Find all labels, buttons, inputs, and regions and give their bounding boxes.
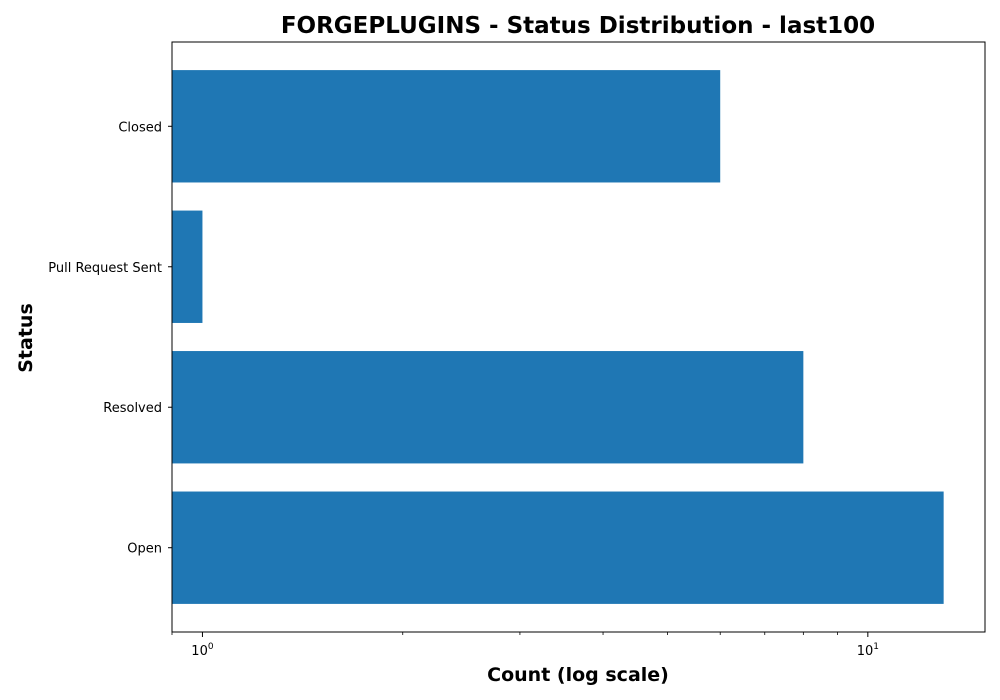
bar-2 [172,351,804,464]
y-tick-label-3: Open [127,542,162,557]
y-tick-label-2: Resolved [103,401,162,416]
y-tick-label-1: Pull Request Sent [48,261,162,276]
y-tick-label-0: Closed [118,120,162,135]
x-tick-label-1: 101 [857,642,879,659]
bar-0 [172,70,721,183]
plot-area: Closed Pull Request Sent Resolved Open 100 10… [48,41,986,659]
bar-1 [172,210,203,323]
x-axis-label: Count (log scale) [487,664,669,686]
chart-title: FORGEPLUGINS - Status Distribution - las… [281,13,875,39]
bar-3 [172,491,944,604]
y-axis-label: Status [15,303,37,373]
x-tick-label-0: 100 [191,642,214,659]
plot-frame [171,41,986,633]
